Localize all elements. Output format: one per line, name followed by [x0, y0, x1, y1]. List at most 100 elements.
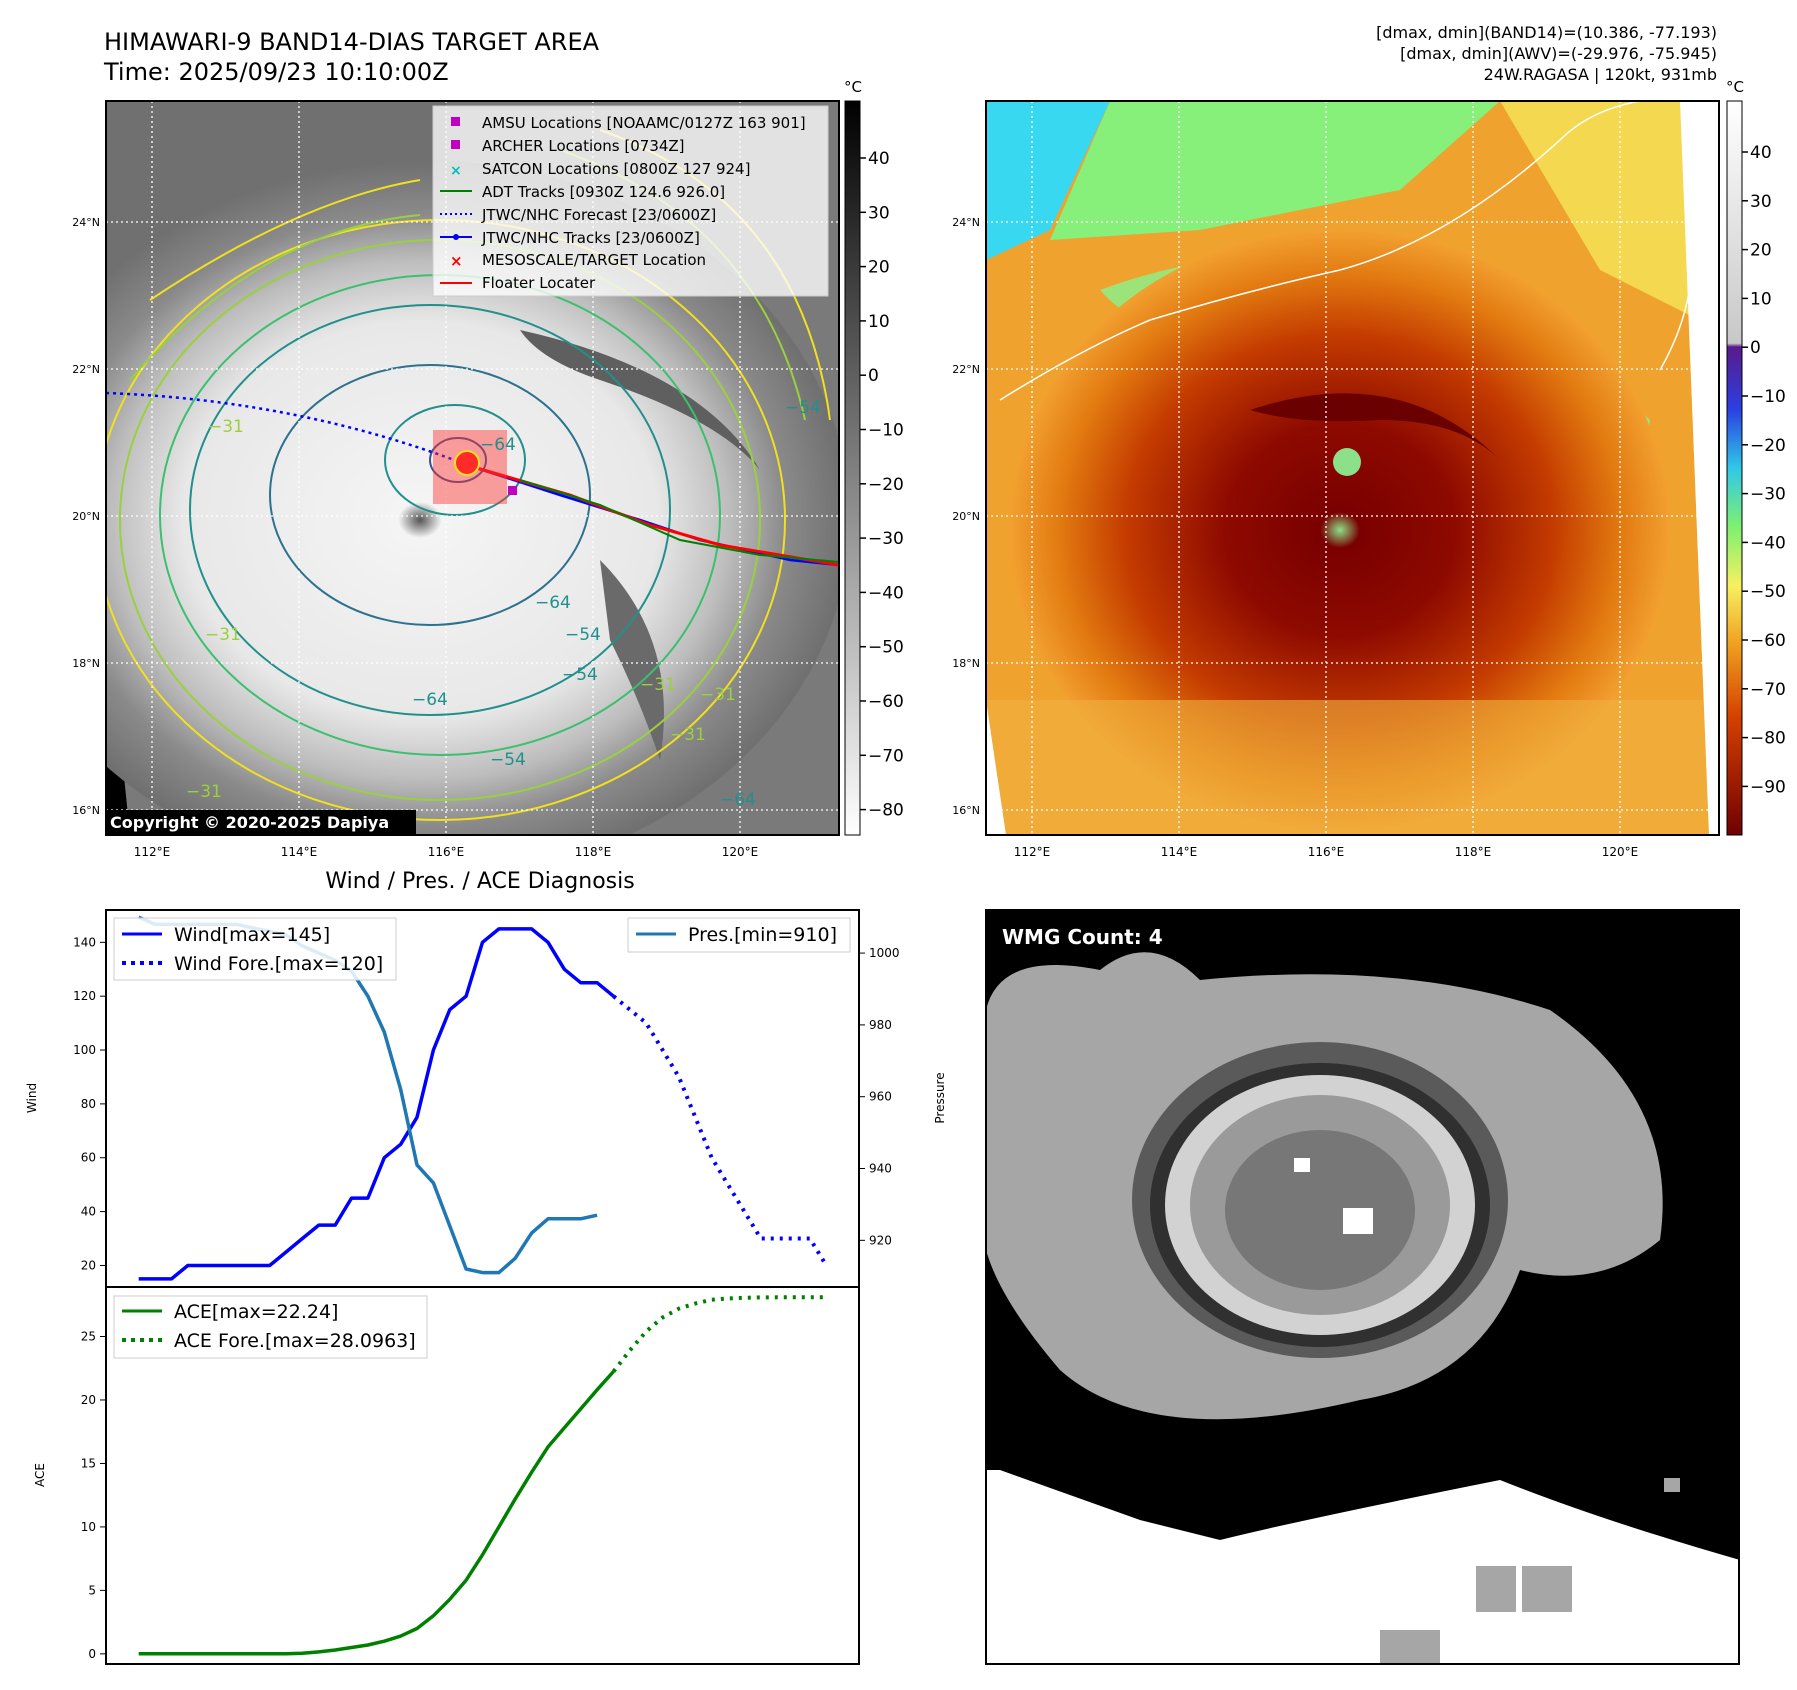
map-lat-label: 22°N: [952, 363, 980, 376]
legend-ace: ACE[max=22.24]: [174, 1301, 338, 1323]
pressure-ytick-label: 960: [869, 1090, 892, 1104]
ace-forecast-series-line: [611, 1295, 827, 1373]
storm-info: 24W.RAGASA | 120kt, 931mb: [1484, 65, 1717, 84]
awv-colorbar-tick-label: −70: [1750, 680, 1786, 700]
band14-colorbar-tick-label: −70: [868, 746, 904, 766]
map-lon-label: 118°E: [1455, 845, 1492, 859]
map-lat-label: 24°N: [952, 216, 980, 229]
map-lat-label: 24°N: [72, 216, 100, 229]
awv-colorbar-tick-label: 10: [1750, 289, 1772, 309]
pressure-ytick-label: 1000: [869, 946, 900, 960]
svg-text:−64: −64: [412, 690, 448, 710]
awv-colorbar-tick-label: −40: [1750, 533, 1786, 553]
legend-item-satcon: SATCON Locations [0800Z 127 924]: [482, 160, 750, 178]
band14-colorbar-ticks: 40 30 20 10 0 −10 −20 −30 −40 −50 −60 −70 −80: [860, 149, 904, 821]
legend-item-archer: ARCHER Locations [0734Z]: [482, 137, 685, 155]
wind-ytick-label: 60: [81, 1151, 96, 1165]
awv-storm: [1010, 230, 1670, 830]
map-lon-label: 112°E: [1014, 845, 1051, 859]
pressure-ytick-label: 920: [869, 1233, 892, 1247]
pressure-legend: Pres.[min=910]: [627, 917, 851, 953]
awv-colorbar-ticks: 40 30 20 10 0 −10 −20 −30 −40 −50 −60 −70 −80 −90: [1742, 143, 1786, 797]
legend-wind: Wind[max=145]: [174, 924, 330, 946]
map-lat-label: 18°N: [72, 657, 100, 670]
ace-ytick-label: 0: [88, 1647, 96, 1661]
wind-ytick-label: 40: [81, 1205, 96, 1219]
ace-ytick-label: 5: [88, 1583, 96, 1597]
awv-minmax: [dmax, dmin](AWV)=(-29.976, -75.945): [1400, 44, 1717, 63]
pressure-ytick-label: 940: [869, 1162, 892, 1176]
svg-text:−54: −54: [490, 750, 526, 770]
band14-colorbar: [844, 100, 861, 836]
archer-marker: [508, 486, 517, 495]
awv-colorbar: [1726, 100, 1743, 836]
pressure-ytick-label: 980: [869, 1018, 892, 1032]
legend-item-amsu: AMSU Locations [NOAAMC/0127Z 163 901]: [482, 114, 806, 132]
band14-colorbar-tick-label: −60: [868, 692, 904, 712]
map-lon-label: 116°E: [428, 845, 465, 859]
map-lon-label: 120°E: [1602, 845, 1639, 859]
wind-ytick-label: 140: [73, 935, 96, 949]
svg-text:−54: −54: [562, 665, 598, 685]
svg-text:−54: −54: [785, 398, 821, 418]
copyright-text: Copyright © 2020-2025 Dapiya: [110, 813, 389, 832]
wind-ytick-label: 20: [81, 1258, 96, 1272]
ace-axis-label: ACE: [33, 1463, 47, 1487]
awv-colorbar-tick-label: 0: [1750, 338, 1761, 358]
ir-frame: [105, 100, 840, 836]
ace-series-line: [138, 1370, 615, 1656]
pressure-axis-label: Pressure: [933, 1072, 947, 1123]
ir-contours: [106, 129, 831, 821]
awv-eye: [1333, 448, 1361, 476]
ir-contour-labels: −64 −54 −64 −54 −64 −54 −31 −31 −31 −31 …: [186, 398, 821, 810]
ace-ytick-label: 20: [81, 1393, 96, 1407]
wind-forecast-series-line: [612, 994, 829, 1267]
map-lon-label: 116°E: [1308, 845, 1345, 859]
map-lon-label: 114°E: [1161, 845, 1198, 859]
ace-ytick-label: 25: [81, 1330, 96, 1344]
map-legend: AMSU Locations [NOAAMC/0127Z 163 901] AR…: [432, 105, 829, 297]
wind-ytick-label: 100: [73, 1043, 96, 1057]
band14-colorbar-tick-label: 40: [868, 149, 890, 169]
awv-colorbar-tick-label: −20: [1750, 436, 1786, 456]
map-axis-labels: 24°N 22°N 20°N 18°N 16°N 112°E 114°E 116°E 118°E…: [72, 216, 1638, 859]
adt-track: [519, 479, 839, 563]
satcon-legend-marker: ×: [450, 163, 462, 179]
band14-colorbar-tick-label: −20: [868, 475, 904, 495]
map-lat-label: 20°N: [952, 510, 980, 523]
band14-colorbar-tick-label: −80: [868, 801, 904, 821]
band14-colorbar-tick-label: −40: [868, 583, 904, 603]
wmg-frame: [985, 909, 1740, 1665]
band14-colorbar-tick-label: −30: [868, 529, 904, 549]
wmg-panel: WMG Count: 4: [986, 910, 1740, 1664]
band14-colorbar-tick-label: 0: [868, 366, 879, 386]
svg-text:−31: −31: [208, 417, 244, 437]
diagnosis-title: Wind / Pres. / ACE Diagnosis: [325, 869, 634, 894]
copyright-box: [106, 810, 416, 835]
band14-map-panel: −64 −54 −64 −54 −64 −54 −31 −31 −31 −31 …: [106, 101, 839, 835]
map-lat-label: 22°N: [72, 363, 100, 376]
target-legend-marker: ×: [450, 252, 463, 270]
svg-text:−64: −64: [720, 790, 756, 810]
awv-colorbar-tick-label: 30: [1750, 192, 1772, 212]
wind-series-line: [138, 927, 615, 1281]
legend-pressure: Pres.[min=910]: [688, 924, 837, 946]
svg-text:−64: −64: [535, 593, 571, 613]
wind-ytick-label: 80: [81, 1097, 96, 1111]
ace-legend: ACE[max=22.24] ACE Fore.[max=28.0963]: [113, 1295, 428, 1359]
band14-colorbar-unit: °C: [844, 78, 862, 96]
ace-ytick-label: 15: [81, 1456, 96, 1470]
awv-frame: [985, 100, 1720, 836]
wmg-eye-region: [1225, 1130, 1415, 1290]
awv-map-panel: [986, 101, 1719, 835]
map-lon-label: 120°E: [722, 845, 759, 859]
svg-text:−31: −31: [205, 625, 241, 645]
legend-item-tracks: JTWC/NHC Tracks [23/0600Z]: [481, 229, 700, 247]
wind-axis-label: Wind: [25, 1083, 39, 1113]
legend-ace-forecast: ACE Fore.[max=28.0963]: [174, 1330, 416, 1352]
band14-colorbar-tick-label: 20: [868, 258, 890, 278]
legend-wind-forecast: Wind Fore.[max=120]: [174, 953, 383, 975]
wind-ytick-label: 120: [73, 989, 96, 1003]
awv-colorbar-tick-label: −80: [1750, 729, 1786, 749]
